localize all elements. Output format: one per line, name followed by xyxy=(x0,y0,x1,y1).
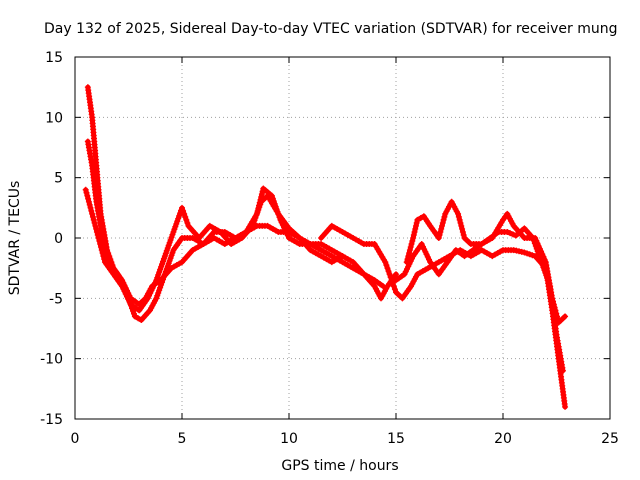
data-point-markers xyxy=(82,186,346,314)
x-tick-label: 10 xyxy=(280,431,298,447)
y-tick-label: -10 xyxy=(40,352,63,368)
series-track-6 xyxy=(393,225,566,374)
x-tick-label: 20 xyxy=(494,431,512,447)
y-tick-label: 15 xyxy=(45,50,63,66)
y-tick-label: 10 xyxy=(45,110,63,126)
axis-ticks xyxy=(74,56,611,420)
series-track-3 xyxy=(82,186,346,314)
x-tick-label: 25 xyxy=(601,431,619,447)
chart-title: Day 132 of 2025, Sidereal Day-to-day VTE… xyxy=(44,21,618,37)
y-tick-label: 0 xyxy=(54,231,63,247)
x-tick-label: 5 xyxy=(178,431,187,447)
y-tick-label: -5 xyxy=(49,291,63,307)
x-tick-labels: 0 5 10 15 20 25 xyxy=(71,431,619,447)
data-points xyxy=(82,84,569,410)
data-point-markers xyxy=(393,225,566,374)
y-tick-label: -15 xyxy=(40,412,63,428)
data-point-markers xyxy=(84,138,399,324)
y-tick-labels: -15 -10 -5 0 5 10 15 xyxy=(40,50,63,428)
y-tick-label: 5 xyxy=(54,171,63,187)
y-axis-label: SDTVAR / TECUs xyxy=(7,181,23,296)
x-axis-label: GPS time / hours xyxy=(281,458,398,474)
x-tick-label: 15 xyxy=(387,431,405,447)
x-tick-label: 0 xyxy=(71,431,80,447)
